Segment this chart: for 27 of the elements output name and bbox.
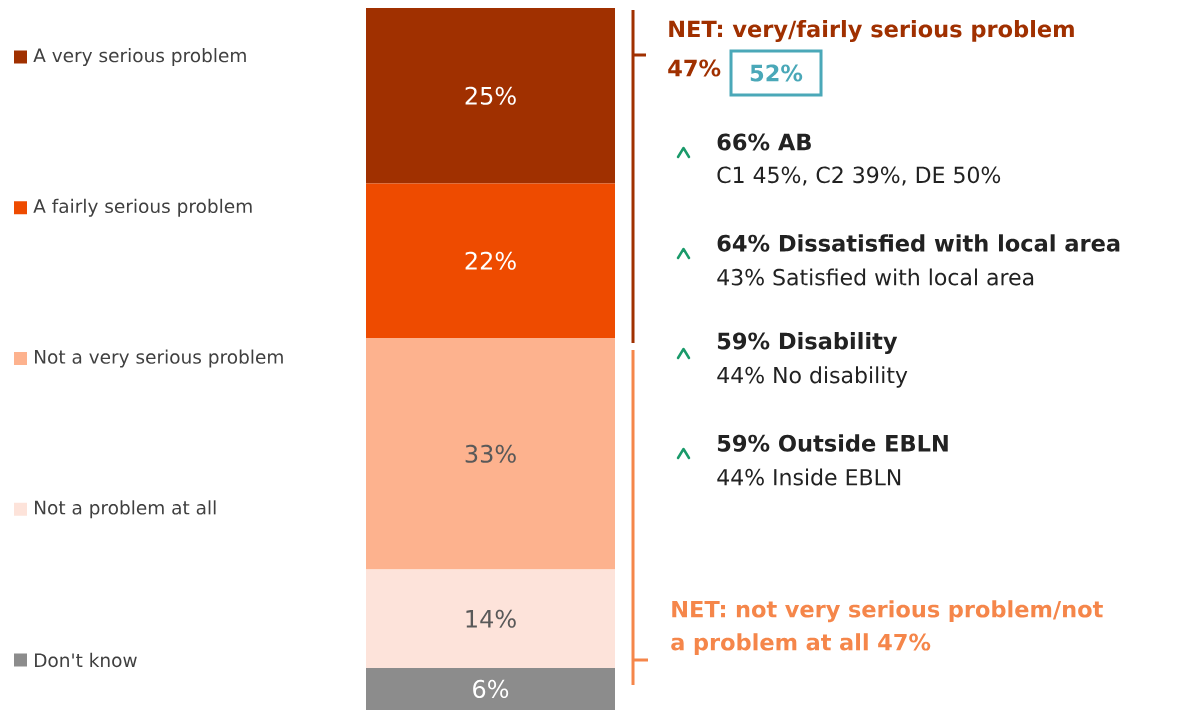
data-label: 22% xyxy=(465,251,516,270)
text: NET: not very serious problem/not a problem at all 47% xyxy=(671,600,1103,655)
text: 59% Disability xyxy=(717,332,898,354)
text: 44% No disability xyxy=(717,366,908,388)
text: 44% Inside EBLN xyxy=(717,468,901,486)
data-label: 14% xyxy=(466,609,516,628)
bar xyxy=(366,667,615,710)
bar xyxy=(366,337,615,570)
text: 43% Satisfied with local area xyxy=(717,268,1034,286)
text: C1 45%, C2 39%, DE 50% xyxy=(717,166,1001,186)
legend-label: A very serious problem xyxy=(33,48,246,66)
legend-label: Not a very serious problem xyxy=(35,349,283,368)
bar xyxy=(366,569,615,668)
legend-label: Not a problem at all xyxy=(35,500,216,519)
text: 59% Outside EBLN xyxy=(717,434,948,452)
text: 52% xyxy=(750,64,803,82)
text: 66% AB xyxy=(717,133,811,151)
text: NET: very/fairly serious problem xyxy=(669,20,1074,42)
data-label: 25% xyxy=(465,86,516,105)
data-label: 6% xyxy=(473,679,509,699)
legend-label: A fairly serious problem xyxy=(33,198,252,217)
legend-label: Don't know xyxy=(35,652,137,668)
text: 64% Dissatisfied with local area xyxy=(717,234,1120,252)
bar xyxy=(366,7,615,184)
data-label: 33% xyxy=(465,444,516,463)
text: 47% xyxy=(668,59,721,77)
bar xyxy=(366,183,615,338)
